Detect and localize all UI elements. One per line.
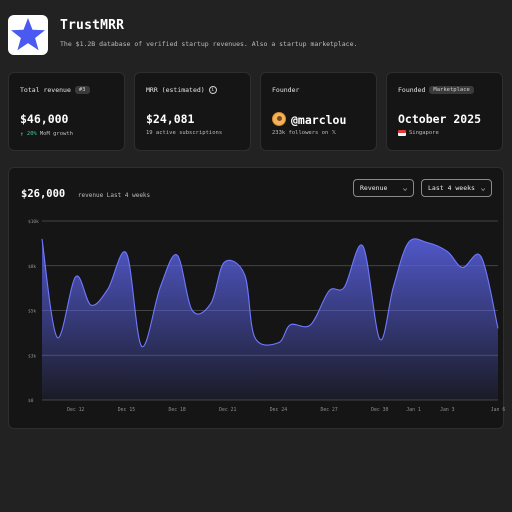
founder-label: Founder bbox=[272, 86, 300, 94]
range-select[interactable]: Last 4 weeks ⌄ bbox=[421, 179, 492, 197]
growth-label: MoM growth bbox=[39, 131, 73, 137]
x-tick-label: Dec 21 bbox=[219, 407, 236, 413]
x-tick-label: Jan 6 bbox=[491, 407, 505, 413]
rank-badge: #3 bbox=[74, 86, 90, 94]
app-subtitle: The $1.2B database of verified startup r… bbox=[60, 40, 358, 48]
y-tick-label: $0 bbox=[28, 398, 34, 404]
chart-total: $26,000 bbox=[21, 188, 66, 200]
total-revenue-card: Total revenue #3 $46,000 ↑ 20% MoM growt… bbox=[8, 72, 125, 151]
y-tick-label: $5k bbox=[28, 309, 36, 315]
revenue-chart: $0 $3k $5k $8k $10k Dec 12 Dec 15 Dec 18 Dec 21 D… bbox=[28, 219, 505, 413]
range-select-value: Last 4 weeks bbox=[428, 184, 475, 192]
y-tick-label: $3k bbox=[28, 353, 36, 359]
metric-select[interactable]: Revenue ⌄ bbox=[353, 179, 414, 197]
x-tick-label: Dec 15 bbox=[118, 407, 135, 413]
revenue-chart-card: $0 $3k $5k $8k $10k Dec 12 Dec 15 Dec 18 Dec 21 D… bbox=[8, 167, 505, 429]
founder-card: Founder @marclou 233k followers on 𝕏 bbox=[260, 72, 377, 151]
chevron-down-icon: ⌄ bbox=[402, 184, 408, 192]
singapore-flag-icon bbox=[398, 130, 406, 136]
metric-select-value: Revenue bbox=[360, 184, 388, 192]
app-logo[interactable] bbox=[8, 15, 48, 55]
x-tick-label: Dec 18 bbox=[168, 407, 185, 413]
info-icon[interactable]: i bbox=[208, 86, 217, 94]
x-tick-label: Dec 27 bbox=[320, 407, 337, 413]
y-tick-label: $10k bbox=[28, 219, 39, 225]
x-tick-label: Dec 12 bbox=[67, 407, 84, 413]
founded-card: Founded Marketplace October 2025 Singapo… bbox=[386, 72, 503, 151]
avatar[interactable] bbox=[272, 112, 286, 126]
up-arrow-icon: ↑ bbox=[20, 130, 24, 138]
star-icon bbox=[11, 18, 45, 51]
total-revenue-value: $46,000 bbox=[20, 112, 69, 126]
total-revenue-label: Total revenue bbox=[20, 86, 71, 94]
app-header: TrustMRR The $1.2B database of verified … bbox=[8, 15, 504, 57]
founded-date: October 2025 bbox=[398, 112, 482, 126]
x-tick-label: Jan 1 bbox=[406, 407, 421, 413]
marketplace-badge[interactable]: Marketplace bbox=[429, 86, 474, 94]
mrr-value: $24,081 bbox=[146, 112, 195, 126]
founder-followers: 233k followers on 𝕏 bbox=[272, 130, 337, 136]
growth-percent: 20% bbox=[26, 131, 37, 137]
active-subscriptions: 19 active subscriptions bbox=[146, 130, 223, 136]
chevron-down-icon: ⌄ bbox=[480, 184, 486, 192]
mrr-label: MRR (estimated) bbox=[146, 86, 205, 94]
app-title: TrustMRR bbox=[60, 18, 125, 33]
y-tick-label: $8k bbox=[28, 264, 36, 270]
founded-location: Singapore bbox=[409, 130, 439, 136]
revenue-area bbox=[42, 238, 498, 400]
x-tick-label: Dec 30 bbox=[371, 407, 388, 413]
founder-handle[interactable]: @marclou bbox=[291, 113, 347, 127]
mrr-card: MRR (estimated) i $24,081 19 active subs… bbox=[134, 72, 251, 151]
x-tick-label: Jan 3 bbox=[440, 407, 455, 413]
chart-caption: revenue Last 4 weeks bbox=[77, 192, 151, 199]
revenue-line bbox=[41, 238, 499, 347]
founded-label: Founded bbox=[398, 86, 426, 94]
x-tick-label: Dec 24 bbox=[270, 407, 287, 413]
